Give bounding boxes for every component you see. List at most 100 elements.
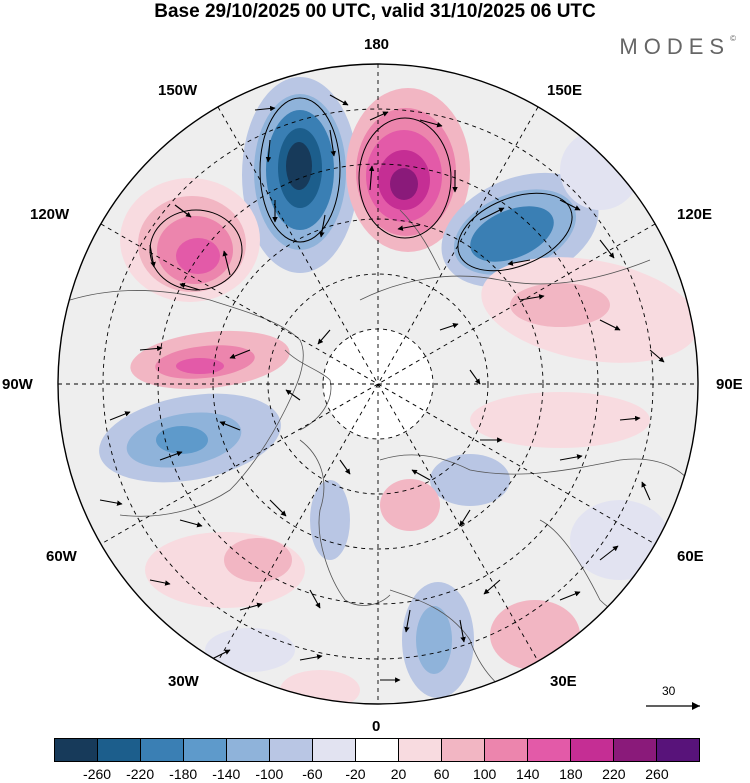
polar-map (57, 63, 699, 705)
wind-arrow (159, 451, 183, 461)
wind-arrow (559, 454, 583, 461)
anomaly-field (99, 77, 698, 704)
anomaly-weak-positive-center (380, 479, 440, 531)
geopotential-contours (149, 97, 573, 291)
anomaly-positive-165e-core (390, 168, 418, 200)
wind-arrow (599, 319, 621, 331)
wind-arrow (309, 589, 321, 609)
wind-arrow (419, 119, 443, 128)
anomaly-weak-negative-east (430, 454, 510, 506)
wind-arrow (459, 509, 471, 527)
wind-arrow (99, 499, 123, 506)
meridian-150e-30w (217, 106, 539, 662)
coast-north-america (69, 290, 304, 517)
wind-arrow (219, 421, 241, 431)
contour-high-165e (358, 117, 452, 239)
colorbar-swatch (484, 739, 527, 761)
wind-arrow (109, 411, 131, 421)
colorbar-tick-label: -20 (345, 766, 366, 782)
wind-arrow (507, 259, 531, 266)
lon-label-60e: 60E (677, 548, 704, 565)
wind-arrow (179, 519, 203, 528)
vector-reference-label: 30 (662, 684, 676, 698)
lon-label-90w: 90W (2, 376, 33, 393)
colorbar-tick-label: -100 (255, 766, 284, 782)
anomaly-negative-140e-core (470, 206, 554, 262)
vector-reference: 30 (640, 684, 710, 714)
wind-arrow (149, 244, 156, 268)
colorbar-swatch (226, 739, 269, 761)
anomaly-positive-45w-core (224, 538, 292, 582)
anomaly-weak-negative-ne (560, 130, 640, 210)
lon-label-90e: 90E (716, 376, 743, 393)
colorbar-swatch (355, 739, 398, 761)
brand-logo: MODES© (619, 34, 736, 60)
coast-greenland (299, 439, 391, 606)
wind-arrow (149, 579, 171, 586)
colorbar-tick-label: -180 (169, 766, 198, 782)
anomaly-weak-positive-south (280, 670, 360, 704)
wind-arrow (299, 654, 323, 661)
wind-arrow (411, 469, 431, 481)
anomaly-weak-negative-sw (205, 628, 295, 672)
brand-mark: © (730, 34, 736, 43)
colorbar-swatch (656, 739, 699, 761)
wind-arrow (265, 139, 272, 163)
anomaly-positive-30e (490, 600, 580, 670)
wind-arrow (559, 199, 581, 211)
colorbar-ticks: -260 -220 -180 -140 -100 -60 -20 20 60 100 140 180 2… (0, 766, 750, 783)
colorbar-tick-label: -140 (212, 766, 241, 782)
colorbar-swatch (527, 739, 570, 761)
lon-label-150e: 150E (547, 82, 583, 99)
map-boundary (57, 63, 699, 705)
wind-arrow (483, 579, 501, 595)
colorbar-swatch (55, 739, 97, 761)
coast-siberia (359, 259, 651, 301)
colorbar-tick-label: 180 (559, 766, 583, 782)
wind-arrow (599, 545, 619, 561)
wind-arrow (174, 204, 192, 218)
wind-arrow (317, 329, 331, 345)
coastlines (69, 209, 698, 701)
wind-arrow (368, 165, 375, 191)
contour-high-140w (149, 209, 243, 291)
wind-arrow (519, 669, 537, 681)
lon-label-120e: 120E (677, 206, 713, 223)
wind-arrow (269, 499, 287, 517)
wind-arrow (329, 129, 336, 157)
colorbar-tick-label: 140 (516, 766, 540, 782)
meridian-120w-60e (100, 223, 656, 545)
coast-canadian-archipelago (284, 349, 332, 431)
wind-arrow (397, 224, 421, 231)
wind-arrow (439, 322, 459, 331)
wind-arrow (559, 591, 581, 601)
colorbar-tick-label: 260 (645, 766, 669, 782)
anomaly-negative-170w-core (286, 142, 312, 190)
lon-label-0: 0 (372, 718, 381, 735)
wind-arrow (641, 481, 651, 501)
colorbar-tick-label: 60 (433, 766, 450, 782)
colorbar-tick-label: 20 (390, 766, 407, 782)
anomaly-positive-110e-core (510, 283, 610, 327)
colorbar (54, 738, 700, 762)
colorbar-tick-label: 220 (602, 766, 626, 782)
anomaly-weak-positive-east (470, 392, 650, 448)
lon-label-30w: 30W (168, 673, 199, 690)
colorbar-tick-label: 100 (472, 766, 497, 782)
vector-reference-arrow (646, 702, 700, 710)
colorbar-swatch (398, 739, 441, 761)
wind-arrow (469, 369, 481, 385)
colorbar-tick-label: -260 (83, 766, 112, 782)
brand-text: MODES (619, 34, 731, 59)
wind-arrow (222, 250, 231, 276)
anomaly-weak-negative-south (310, 480, 350, 560)
anomaly-positive-110w-core (176, 358, 224, 374)
colorbar-swatch (269, 739, 312, 761)
lon-label-60w: 60W (46, 548, 77, 565)
colorbar-swatch (441, 739, 484, 761)
lon-label-30e: 30E (550, 673, 577, 690)
anomaly-negative-70w-core (156, 426, 208, 454)
wind-arrow (599, 239, 615, 259)
colorbar-swatch (312, 739, 355, 761)
contour-low-140e (457, 192, 573, 272)
